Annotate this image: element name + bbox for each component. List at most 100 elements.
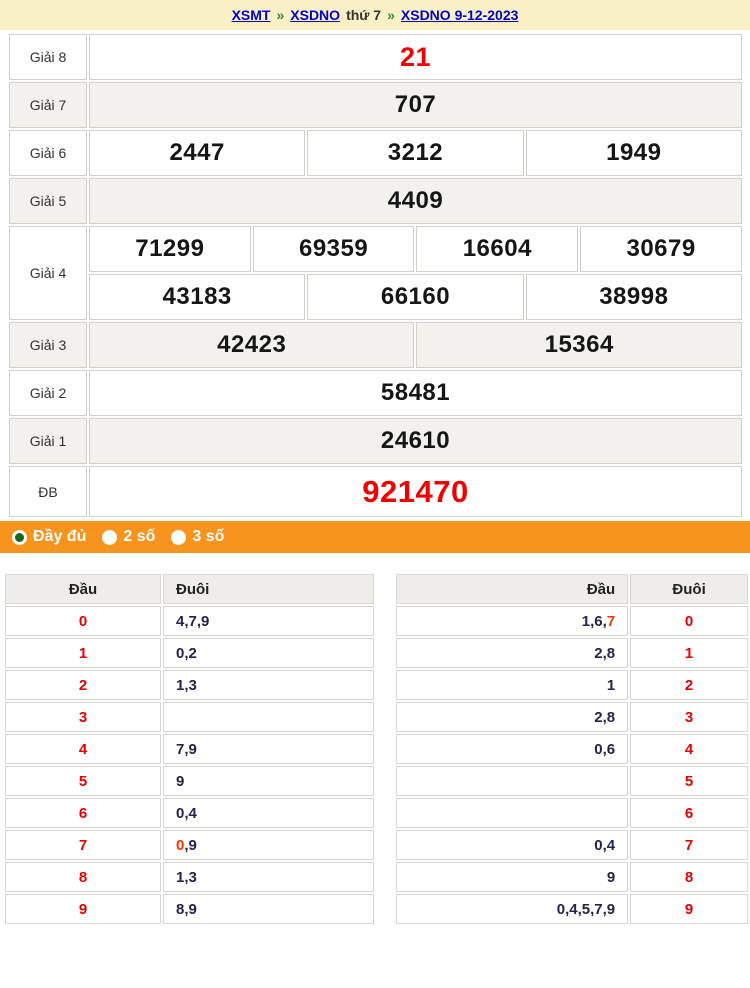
breadcrumb-separator: » xyxy=(276,7,285,23)
prize-row-label: Giải 7 xyxy=(9,82,87,128)
table-row: 9 8,9 xyxy=(5,894,375,924)
table-row: 1,6,7 0 xyxy=(396,606,748,636)
filter-option-2-digits[interactable]: 2 số xyxy=(102,528,155,546)
digits-before: 0,4 xyxy=(176,804,197,822)
prize-value-g2: 58481 xyxy=(380,379,451,406)
table-row: 6 0,4 xyxy=(5,798,375,828)
head-digit-cell: 9 xyxy=(5,894,161,924)
prize-value-g4: 30679 xyxy=(626,235,696,262)
tail-digits-cell: 9 xyxy=(163,766,375,796)
column-header-tail: Đuôi xyxy=(630,574,748,604)
table-row: 0,4,5,7,9 9 xyxy=(396,894,748,924)
breadcrumb-link-xsdno[interactable]: XSDNO xyxy=(290,7,341,23)
filter-option-label: Đầy đủ xyxy=(33,528,87,545)
results-table-wrapper: Giải 8 21 Giải 7 707 Giải 6 2447 3212 19… xyxy=(0,30,750,519)
head-digits-cell xyxy=(396,766,629,796)
filter-option-3-digits[interactable]: 3 số xyxy=(171,528,224,546)
table-row: 2,8 1 xyxy=(396,638,748,668)
table-row: 5 xyxy=(396,766,748,796)
table-row: 4 7,9 xyxy=(5,734,375,764)
table-row: 2 1,3 xyxy=(5,670,375,700)
table-row: 6 xyxy=(396,798,748,828)
tail-digit-cell: 1 xyxy=(630,638,748,668)
table-row: 1 2 xyxy=(396,670,748,700)
head-digits-cell: 2,8 xyxy=(396,702,629,732)
digits-before: 1,3 xyxy=(176,676,197,694)
radio-selected-icon[interactable] xyxy=(12,529,27,545)
tail-digit-cell: 8 xyxy=(630,862,748,892)
head-digit-cell: 4 xyxy=(5,734,161,764)
table-row: 3 xyxy=(5,702,375,732)
head-digits-cell: 9 xyxy=(396,862,629,892)
head-digits-cell: 0,6 xyxy=(396,734,629,764)
breadcrumb-separator: » xyxy=(387,7,395,23)
digits-before: 7,9 xyxy=(176,740,197,758)
head-digits-cell: 1,6,7 xyxy=(396,606,629,636)
tail-digits-cell xyxy=(163,702,375,732)
prize-results-table: Giải 8 21 Giải 7 707 Giải 6 2447 3212 19… xyxy=(7,32,744,519)
head-digit-cell: 2 xyxy=(5,670,161,700)
prize-row-label: Giải 6 xyxy=(9,130,87,176)
prize-value-g4: 71299 xyxy=(135,235,205,262)
prize-value-g3: 42423 xyxy=(217,331,287,358)
digits-before: 0,2 xyxy=(176,644,197,662)
filter-option-full[interactable]: Đầy đủ xyxy=(12,528,86,546)
breadcrumb-weekday-text: thứ 7 xyxy=(346,7,382,23)
tail-digits-cell: 4,7,9 xyxy=(163,606,375,636)
prize-value-g6: 1949 xyxy=(606,139,662,166)
tail-digits-cell: 8,9 xyxy=(163,894,375,924)
digits-before: 0,4 xyxy=(594,836,616,854)
head-digit-cell: 8 xyxy=(5,862,161,892)
digits-before: 0,6 xyxy=(594,740,616,758)
breadcrumb-link-xsmt[interactable]: XSMT xyxy=(231,7,271,23)
digits-before: 2,8 xyxy=(594,644,616,662)
breadcrumb-link-xsdno-date[interactable]: XSDNO 9-12-2023 xyxy=(400,7,519,23)
prize-value-g4: 38998 xyxy=(599,283,669,310)
table-row: 8 1,3 xyxy=(5,862,375,892)
prize-value-g4: 66160 xyxy=(380,283,451,310)
prize-row-label: Giải 2 xyxy=(9,370,87,416)
tail-digit-cell: 9 xyxy=(630,894,748,924)
highlighted-digit: 0 xyxy=(176,836,185,854)
tail-digits-cell: 0,2 xyxy=(163,638,375,668)
column-header-tail: Đuôi xyxy=(163,574,375,604)
prize-value-g3: 15364 xyxy=(544,331,614,358)
prize-row-label: Giải 5 xyxy=(9,178,87,224)
digits-before: 1 xyxy=(606,676,616,694)
prize-value-g6: 2447 xyxy=(169,139,225,166)
radio-icon[interactable] xyxy=(102,529,118,545)
prize-value-db: 921470 xyxy=(362,473,469,509)
tail-digit-cell: 5 xyxy=(630,766,748,796)
prize-value-g5: 4409 xyxy=(387,187,444,214)
head-digit-cell: 0 xyxy=(5,606,161,636)
head-digit-cell: 6 xyxy=(5,798,161,828)
filter-option-label: 3 số xyxy=(192,528,225,545)
table-row: 0,6 4 xyxy=(396,734,748,764)
tail-digit-cell: 7 xyxy=(630,830,748,860)
tail-digit-cell: 4 xyxy=(630,734,748,764)
digits-before: 1,3 xyxy=(176,868,197,886)
table-row: 2,8 3 xyxy=(396,702,748,732)
radio-icon[interactable] xyxy=(171,529,187,545)
prize-value-g8: 21 xyxy=(399,41,432,72)
head-digits-cell: 0,4 xyxy=(396,830,629,860)
table-row: 7 0,9 xyxy=(5,830,375,860)
digits-before: 9 xyxy=(606,868,616,886)
table-row: 1 0,2 xyxy=(5,638,375,668)
table-row: 9 8 xyxy=(396,862,748,892)
head-digits-cell: 1 xyxy=(396,670,629,700)
tail-digit-cell: 6 xyxy=(630,798,748,828)
prize-row-label: ĐB xyxy=(9,466,87,517)
prize-row-label: Giải 4 xyxy=(9,226,87,320)
tail-digit-cell: 0 xyxy=(630,606,748,636)
prize-row-label: Giải 8 xyxy=(9,34,87,80)
table-row: 0 4,7,9 xyxy=(5,606,375,636)
prize-value-g6: 3212 xyxy=(387,139,444,166)
breadcrumb: XSMT » XSDNO thứ 7 » XSDNO 9-12-2023 xyxy=(0,0,750,30)
digits-before: 4,7,9 xyxy=(176,612,210,630)
table-row: 5 9 xyxy=(5,766,375,796)
digits-before: 9 xyxy=(176,772,185,790)
column-header-head: Đầu xyxy=(396,574,629,604)
prize-row-label: Giải 1 xyxy=(9,418,87,464)
head-tail-section: Đầu Đuôi 0 4,7,9 1 0,2 2 1,3 3 4 7,9 5 9… xyxy=(0,553,750,926)
